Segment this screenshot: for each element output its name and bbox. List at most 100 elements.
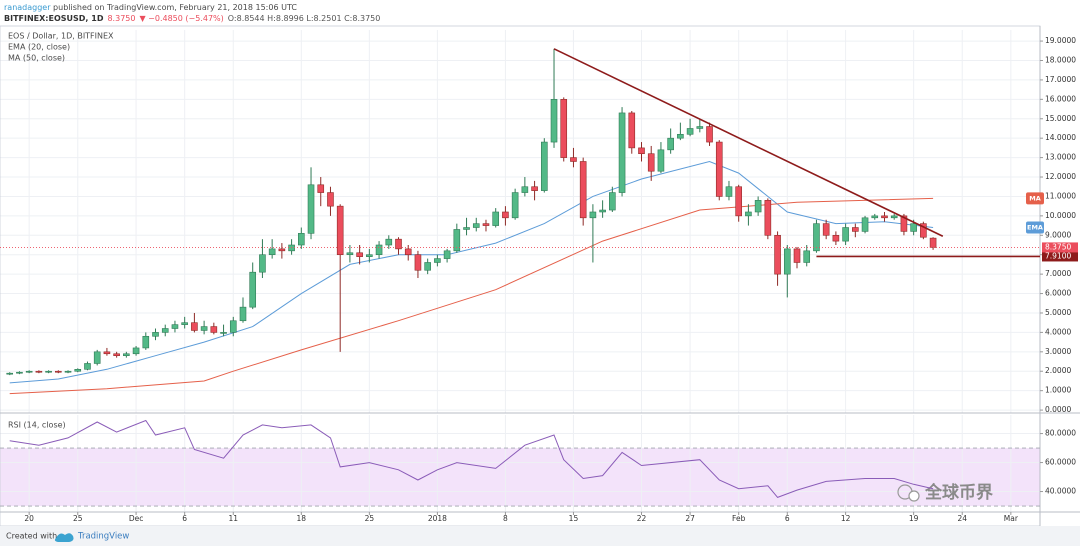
candle-body [647,153,655,172]
candle-body [171,324,179,329]
series-tag-label: EMA [1027,224,1043,232]
tv-logo [54,533,74,542]
x-tick-label: 22 [637,514,647,523]
candle-body [200,326,208,331]
candle-body [589,211,597,219]
legend-entry: EMA (20, close) [8,43,70,52]
y-tick-label: 4.0000 [1045,327,1071,336]
series-tag [1026,192,1044,205]
y-tick-label: 3.0000 [1045,347,1071,356]
watermark: 全球币界 [897,482,993,503]
price-badge-label: 8.3750 [1045,242,1071,251]
candle-body [745,211,752,217]
candle-body [910,223,917,232]
x-tick-label: Feb [732,514,746,523]
footer-brand[interactable]: TradingView [77,532,129,542]
rsi-title: RSI (14, close) [8,421,66,430]
candle-body [317,184,325,193]
x-tick-label: 19 [909,514,919,523]
candle-body [84,363,91,370]
y-tick-label: 6.0000 [1045,289,1071,298]
candle-body [346,252,354,256]
candle-body [735,186,742,217]
change: ▼ −0.4850 (−5.47%) [139,14,223,23]
price: 8.3750 [107,14,135,23]
candle-body [667,137,674,151]
price-badge [1042,251,1078,262]
x-tick-label: 25 [73,514,83,523]
candle-body [161,328,169,333]
candle-body [259,254,266,273]
price-badge [1042,242,1078,253]
x-tick-label: 25 [365,514,375,523]
candle-body [813,223,820,252]
candle-body [677,133,684,139]
y-tick-label: 2.0000 [1045,366,1071,375]
candle-body [113,353,120,357]
y-tick-label: 7.0000 [1045,269,1071,278]
chart-title: EOS / Dollar, 1D, BITFINEX [8,32,114,41]
candle-body [385,238,393,246]
candle-body [35,370,43,373]
rsi-line [9,419,934,498]
candle-body [628,112,636,149]
x-tick-label: Dec [129,514,144,523]
candle-body [103,351,111,355]
wechat-icon [908,490,920,502]
candle-body [191,322,198,331]
candle-body [239,306,247,322]
footer-text: Created with [6,532,57,541]
candle-body [453,229,461,252]
x-tick-label: 2018 [428,514,447,523]
candle-body [336,205,344,256]
candle-body [900,215,908,232]
y-tick-label: 60.0000 [1045,458,1076,467]
candle-body [706,126,713,143]
candle-body [502,211,509,219]
candle-body [356,252,363,257]
candle-body [288,244,295,252]
candle-body [570,157,577,162]
y-tick-label: 40.0000 [1045,487,1076,496]
candle-body [803,250,811,263]
candle-body [443,250,451,259]
candle-body [842,227,849,242]
candle-body [414,254,422,271]
candle-body [852,227,859,232]
candle-body [822,223,830,236]
y-tick-label: 10.0000 [1045,211,1076,220]
candle-body [268,248,276,256]
x-tick-label: 6 [785,514,790,523]
candle-body [890,215,898,219]
candle-body [929,237,937,248]
candle-body [327,192,334,207]
candle-body [793,248,801,263]
trendline [553,48,944,237]
indicator-line [9,197,934,395]
candle-body [404,248,412,256]
y-tick-label: 14.0000 [1045,133,1076,142]
publish-line: ranadagger published on TradingView.com,… [4,3,297,12]
footer [0,526,1080,546]
candle-body [93,351,101,364]
candle-body [540,141,548,191]
candle-body [472,223,480,228]
candle-body [521,186,529,193]
x-tick-label: 11 [228,514,238,523]
author[interactable]: ranadagger [4,3,51,12]
candle-body [152,332,159,337]
y-tick-label: 16.0000 [1045,94,1076,103]
candle-body [871,215,879,219]
candle-body [395,238,402,250]
candle-body [278,248,286,252]
candle-body [463,227,470,230]
candle-body [366,254,373,257]
ohlc: O:8.8544 H:8.8996 L:8.2501 C:8.3750 [228,14,381,23]
x-tick-label: 27 [685,514,695,523]
x-tick-label: 12 [841,514,851,523]
candle-body [754,200,762,213]
candle-body [482,223,490,226]
price-badge-label: 7.9100 [1045,251,1071,260]
candle-body [249,271,257,308]
